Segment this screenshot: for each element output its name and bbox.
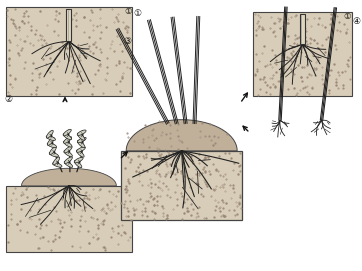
Bar: [253, 12, 352, 96]
Polygon shape: [53, 157, 60, 165]
Polygon shape: [49, 152, 59, 157]
Polygon shape: [46, 130, 53, 138]
Polygon shape: [77, 137, 86, 143]
Bar: [6, 7, 132, 96]
Polygon shape: [74, 160, 82, 168]
Polygon shape: [21, 168, 117, 186]
Bar: [121, 151, 242, 220]
Text: ①: ①: [133, 9, 141, 18]
Polygon shape: [64, 146, 72, 153]
Polygon shape: [47, 143, 56, 148]
Polygon shape: [64, 151, 72, 157]
Bar: [6, 186, 132, 252]
Text: ①: ①: [124, 7, 132, 17]
Text: ④: ④: [353, 17, 361, 26]
Polygon shape: [64, 161, 73, 167]
Bar: [67, 9, 71, 41]
Polygon shape: [77, 130, 86, 136]
Polygon shape: [77, 133, 85, 140]
Polygon shape: [49, 147, 56, 154]
Polygon shape: [63, 141, 72, 147]
Polygon shape: [77, 140, 85, 148]
Polygon shape: [74, 157, 83, 163]
Polygon shape: [63, 129, 71, 136]
Polygon shape: [47, 137, 54, 145]
Polygon shape: [63, 134, 72, 140]
Text: ①: ①: [344, 12, 352, 21]
Polygon shape: [64, 157, 72, 163]
Polygon shape: [52, 163, 62, 167]
Polygon shape: [126, 120, 237, 151]
Text: ②: ②: [5, 95, 13, 104]
Text: ③: ③: [123, 37, 131, 46]
Polygon shape: [46, 136, 55, 140]
Polygon shape: [76, 150, 84, 157]
Polygon shape: [64, 137, 72, 143]
Polygon shape: [76, 147, 85, 152]
Bar: [300, 14, 305, 44]
